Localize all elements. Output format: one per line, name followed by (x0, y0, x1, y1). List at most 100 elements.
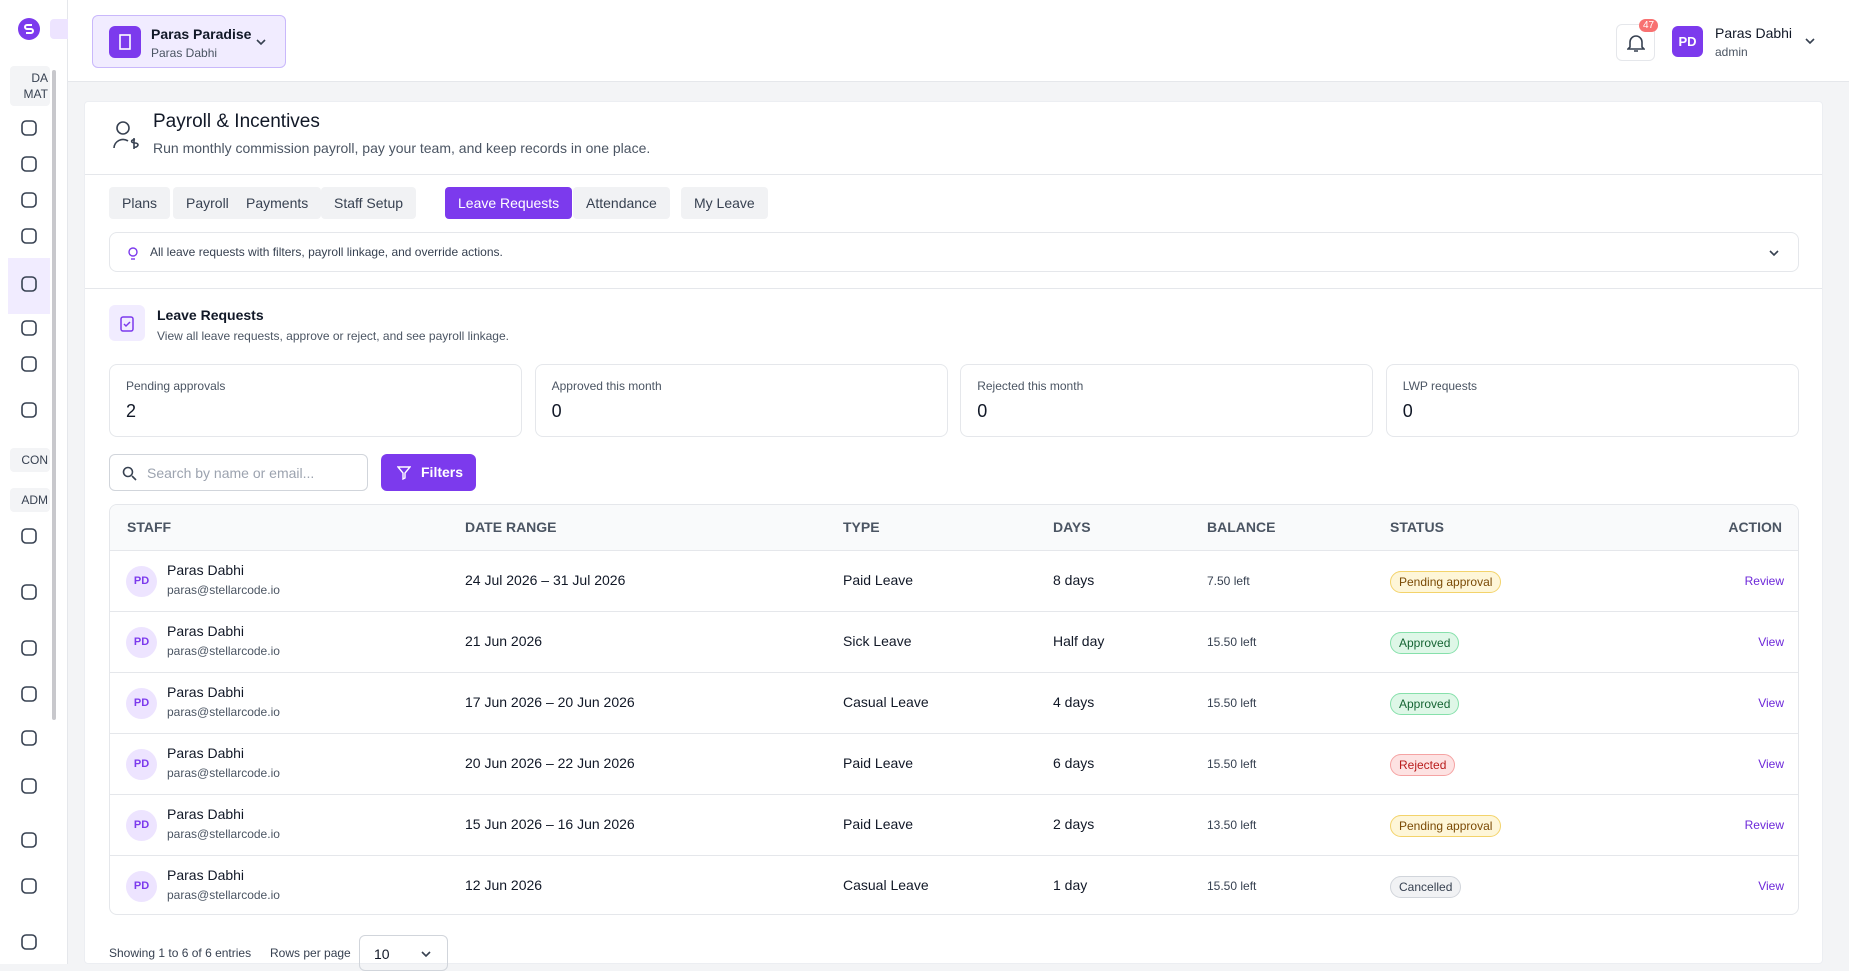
user-role: admin (1715, 45, 1748, 59)
action-link[interactable]: View (1758, 696, 1784, 710)
date-range: 15 Jun 2026 – 16 Jun 2026 (465, 816, 635, 832)
staff-email: paras@stellarcode.io (167, 766, 280, 780)
nav-icon[interactable] (21, 730, 37, 746)
nav-icon[interactable] (21, 120, 37, 136)
tab[interactable]: Staff Setup (321, 187, 417, 219)
date-range: 17 Jun 2026 – 20 Jun 2026 (465, 694, 635, 710)
nav-icon[interactable] (21, 832, 37, 848)
tab[interactable]: Payments (233, 187, 322, 219)
avatar: PD (126, 627, 157, 658)
nav-icon[interactable] (21, 528, 37, 544)
nav-icon[interactable] (21, 228, 37, 244)
sidebar-section[interactable]: CON (10, 448, 50, 472)
balance: 15.50 left (1207, 879, 1257, 893)
days: 1 day (1053, 877, 1088, 893)
info-chevron (1769, 250, 1779, 257)
tab[interactable]: My Leave (681, 187, 768, 219)
filters-button[interactable]: Filters (381, 454, 476, 491)
tab[interactable]: Leave Requests (445, 187, 573, 219)
staff-email: paras@stellarcode.io (167, 644, 280, 658)
days: 6 days (1053, 755, 1095, 771)
status-badge: Pending approval (1390, 815, 1502, 837)
action-link[interactable]: Review (1744, 818, 1784, 832)
page-title: Payroll & Incentives (153, 111, 320, 132)
user-chevron[interactable] (1804, 35, 1816, 47)
date-range: 20 Jun 2026 – 22 Jun 2026 (465, 755, 635, 771)
tab[interactable]: Attendance (573, 187, 670, 219)
status-badge: Approved (1390, 693, 1460, 715)
nav-icon[interactable] (21, 584, 37, 600)
nav-icon[interactable] (21, 686, 37, 702)
avatar: PD (126, 871, 157, 902)
date-range: 21 Jun 2026 (465, 633, 543, 649)
action-link[interactable]: View (1758, 879, 1784, 893)
info-text: All leave requests with filters, payroll… (150, 245, 503, 259)
staff-email: paras@stellarcode.io (167, 705, 280, 719)
table-row: PD Paras Dabhi paras@stellarcode.io 15 Jun … (110, 794, 1798, 855)
action-link[interactable]: Review (1744, 574, 1784, 588)
staff-name: Paras Dabhi (167, 684, 245, 700)
tab[interactable]: Payroll (173, 187, 242, 219)
tab[interactable]: Plans (109, 187, 171, 219)
scrollbar (52, 70, 56, 720)
balance: 15.50 left (1207, 696, 1257, 710)
table-row: PD Paras Dabhi paras@stellarcode.io 24 Jul … (110, 550, 1798, 611)
stat-label: Pending approvals (126, 379, 226, 393)
status-badge: Rejected (1390, 754, 1456, 776)
staff-name: Paras Dabhi (167, 806, 245, 822)
info-bar[interactable]: All leave requests with filters, payroll… (109, 232, 1799, 272)
table-row: PD Paras Dabhi paras@stellarcode.io 20 Jun … (110, 733, 1798, 794)
stat-card: Approved this month 0 (534, 364, 948, 437)
sidebar: DA MAT CON ADM (0, 0, 72, 964)
divider (85, 288, 1822, 289)
column-header: BALANCE (1207, 519, 1276, 535)
days: 4 days (1053, 694, 1095, 710)
staff-name: Paras Dabhi (167, 623, 245, 639)
sidebar-section[interactable]: ADM (10, 488, 50, 512)
entries-info: Showing 1 to 6 of 6 entries (109, 946, 252, 960)
nav-icon[interactable] (21, 156, 37, 172)
select-chevron (421, 951, 431, 958)
stat-card: Pending approvals 2 (109, 364, 522, 437)
nav-icon[interactable] (21, 356, 37, 372)
notifications-button[interactable]: 47 (1616, 19, 1659, 61)
nav-icon[interactable] (21, 778, 37, 794)
stat-value: 0 (1402, 401, 1413, 421)
sidebar-section[interactable]: DA MAT (10, 66, 50, 106)
action-link[interactable]: View (1758, 635, 1784, 649)
nav-icon[interactable] (21, 640, 37, 656)
avatar: PD (126, 688, 157, 719)
rows-per-page-select[interactable]: 10 (359, 935, 448, 971)
column-header: STAFF (127, 519, 172, 535)
action-link[interactable]: View (1758, 757, 1784, 771)
search-placeholder: Search by name or email... (147, 465, 315, 481)
workspace-switcher[interactable]: Paras Paradise Paras Dabhi (92, 15, 286, 68)
nav-active (8, 258, 50, 314)
search-input[interactable]: Search by name or email... (109, 454, 368, 491)
nav-icon[interactable] (21, 192, 37, 208)
nav-icon[interactable] (21, 878, 37, 894)
nav-icon[interactable] (21, 934, 37, 950)
nav-icon[interactable] (21, 320, 37, 336)
status-badge: Approved (1390, 632, 1460, 654)
rows-per-page-value: 10 (374, 946, 390, 962)
user-avatar[interactable]: PD (1672, 26, 1703, 57)
sidebar-section-label: DA (31, 71, 48, 85)
table-header-bg (110, 505, 1798, 550)
leave-type: Casual Leave (843, 877, 929, 893)
status-badge: Pending approval (1390, 571, 1502, 593)
payroll-icon (113, 121, 139, 149)
rows-per-page-label: Rows per page (270, 946, 351, 960)
nav-icon[interactable] (21, 276, 37, 292)
nav-icons (8, 120, 50, 950)
nav-icon[interactable] (21, 402, 37, 418)
avatar: PD (126, 566, 157, 597)
table-row: PD Paras Dabhi paras@stellarcode.io 17 Jun … (110, 672, 1798, 733)
balance: 15.50 left (1207, 635, 1257, 649)
column-header: DAYS (1053, 519, 1091, 535)
collapse-button[interactable] (50, 19, 72, 39)
stat-card: Rejected this month 0 (960, 364, 1374, 437)
staff-email: paras@stellarcode.io (167, 827, 280, 841)
stat-value: 0 (977, 401, 988, 421)
